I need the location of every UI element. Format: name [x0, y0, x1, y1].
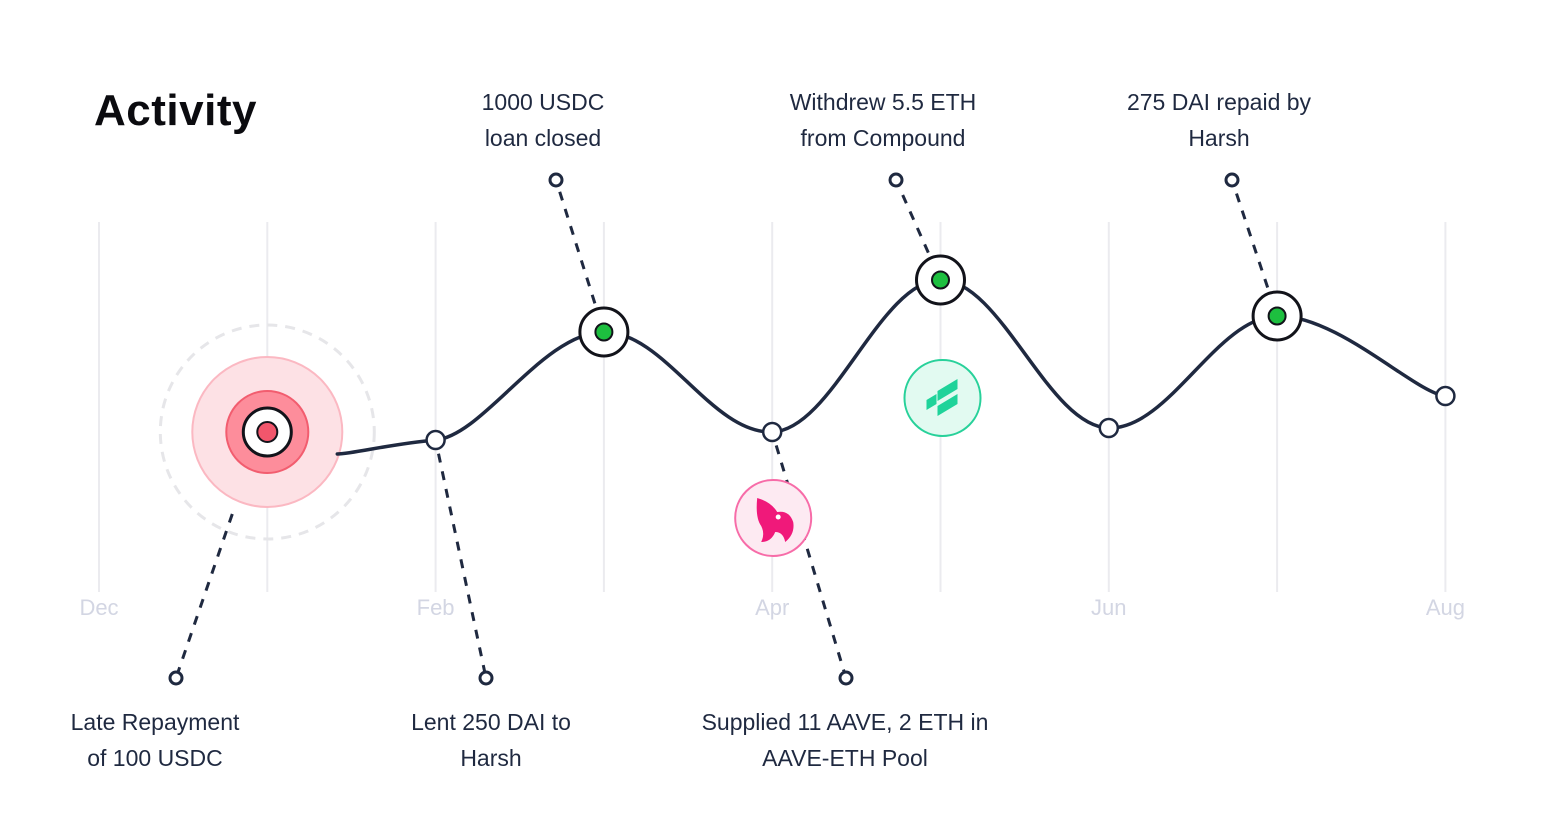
annotation-leader	[554, 179, 597, 304]
compound-icon-glyph-c	[937, 394, 958, 416]
month-label: Feb	[416, 595, 455, 620]
data-point	[1435, 385, 1456, 407]
annotation-end-marker	[168, 670, 184, 686]
annotation-label: 1000 USDC loan closed	[481, 89, 605, 151]
annotation-leader	[774, 444, 848, 679]
page-title: Activity	[94, 86, 257, 135]
annotation-end-marker	[548, 172, 564, 188]
annotation-leader	[174, 513, 234, 679]
compound-icon-glyph-a	[926, 394, 937, 410]
annotation-end-marker	[1224, 172, 1240, 188]
annotation-label: Late Repayment of 100 USDC	[70, 709, 240, 771]
late-halo-dashed	[158, 323, 376, 541]
month-label: Dec	[79, 595, 119, 620]
late-marker-dot	[256, 421, 279, 443]
data-point	[761, 421, 783, 443]
annotation-leader	[437, 453, 488, 679]
event-marker-dot	[931, 270, 950, 290]
month-label: Apr	[755, 595, 790, 620]
annotation-leader	[1230, 179, 1270, 288]
annotation-label: Lent 250 DAI to Harsh	[411, 709, 571, 771]
annotation-end-marker	[838, 670, 854, 686]
annotation-end-marker	[888, 172, 904, 188]
uniswap-icon-eye	[775, 514, 781, 520]
annotation-label: Supplied 11 AAVE, 2 ETH in AAVE-ETH Pool	[701, 709, 989, 771]
annotation-leader	[894, 179, 930, 254]
annotation-end-marker	[478, 670, 494, 686]
annotation-label: Withdrew 5.5 ETH from Compound	[789, 89, 977, 151]
annotation-label: 275 DAI repaid by Harsh	[1126, 89, 1312, 151]
event-marker-dot	[1267, 306, 1287, 326]
data-point	[425, 429, 446, 451]
uniswap-icon-glyph	[756, 498, 794, 542]
month-label: Jun	[1091, 595, 1127, 620]
data-point	[1098, 417, 1120, 439]
compound-icon-glyph-b	[937, 379, 958, 401]
month-label: Aug	[1425, 595, 1465, 620]
event-marker-dot	[594, 322, 614, 342]
